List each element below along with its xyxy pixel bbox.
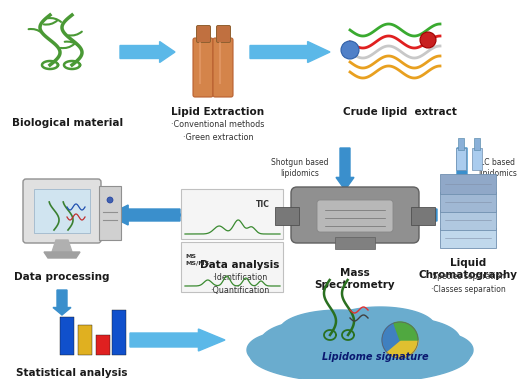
Text: TIC: TIC [256, 200, 270, 209]
Polygon shape [350, 318, 460, 362]
FancyArrow shape [130, 329, 225, 351]
FancyArrow shape [53, 290, 71, 315]
FancyArrow shape [390, 205, 437, 225]
Bar [440, 192, 496, 212]
Bar [335, 237, 375, 249]
FancyBboxPatch shape [181, 189, 283, 239]
Text: Lipid Extraction: Lipid Extraction [172, 107, 265, 117]
Text: Lipidome signature: Lipidome signature [322, 352, 428, 362]
FancyBboxPatch shape [193, 38, 213, 97]
Polygon shape [44, 252, 80, 258]
Bar [474, 138, 480, 150]
Text: Biological material: Biological material [13, 118, 123, 128]
Bar [96, 335, 110, 355]
Bar [472, 148, 482, 170]
Text: Crude lipid  extract: Crude lipid extract [343, 107, 457, 117]
Polygon shape [397, 332, 473, 368]
FancyBboxPatch shape [99, 186, 121, 240]
FancyArrow shape [453, 148, 471, 190]
Bar [275, 207, 299, 225]
FancyArrow shape [108, 205, 180, 225]
Polygon shape [247, 332, 323, 368]
FancyBboxPatch shape [217, 25, 231, 42]
Bar [456, 148, 466, 170]
Text: ·Conventional methods
·Green extraction: ·Conventional methods ·Green extraction [172, 120, 265, 142]
Polygon shape [325, 307, 435, 347]
FancyArrow shape [178, 205, 293, 225]
Text: MS
MS/MS: MS MS/MS [185, 254, 209, 265]
Bar [112, 310, 126, 355]
Text: Data analysis: Data analysis [200, 260, 280, 270]
Polygon shape [250, 327, 470, 379]
Bar [78, 325, 92, 355]
Bar [34, 189, 90, 233]
Polygon shape [394, 322, 418, 340]
Text: LC based
lipidomics: LC based lipidomics [479, 158, 517, 178]
Text: Liquid
Chromatography: Liquid Chromatography [418, 258, 517, 280]
Bar [60, 317, 74, 355]
FancyBboxPatch shape [181, 242, 283, 292]
FancyBboxPatch shape [317, 200, 393, 232]
Text: Shotgun based
lipidomics: Shotgun based lipidomics [271, 158, 329, 178]
Polygon shape [382, 323, 400, 352]
Bar [440, 174, 496, 194]
Polygon shape [386, 340, 418, 358]
Polygon shape [260, 321, 360, 365]
Circle shape [341, 41, 359, 59]
FancyBboxPatch shape [291, 187, 419, 243]
FancyArrow shape [336, 148, 354, 190]
FancyBboxPatch shape [197, 25, 210, 42]
FancyArrow shape [250, 41, 330, 63]
Text: Mass
Spectrometry: Mass Spectrometry [315, 268, 395, 290]
Text: Statistical analysis: Statistical analysis [16, 368, 128, 378]
Bar [458, 138, 464, 150]
Text: ·Species separation
·Classes separation: ·Species separation ·Classes separation [430, 272, 506, 293]
Text: ·Identification
·Quantification: ·Identification ·Quantification [210, 273, 270, 294]
Text: Data processing: Data processing [14, 272, 110, 282]
Bar [440, 228, 496, 248]
FancyBboxPatch shape [23, 179, 101, 243]
Polygon shape [280, 310, 400, 350]
Circle shape [420, 32, 436, 48]
Circle shape [107, 197, 113, 203]
FancyArrow shape [120, 41, 175, 63]
Bar [411, 207, 435, 225]
Bar [440, 210, 496, 230]
Polygon shape [52, 240, 72, 252]
FancyBboxPatch shape [213, 38, 233, 97]
